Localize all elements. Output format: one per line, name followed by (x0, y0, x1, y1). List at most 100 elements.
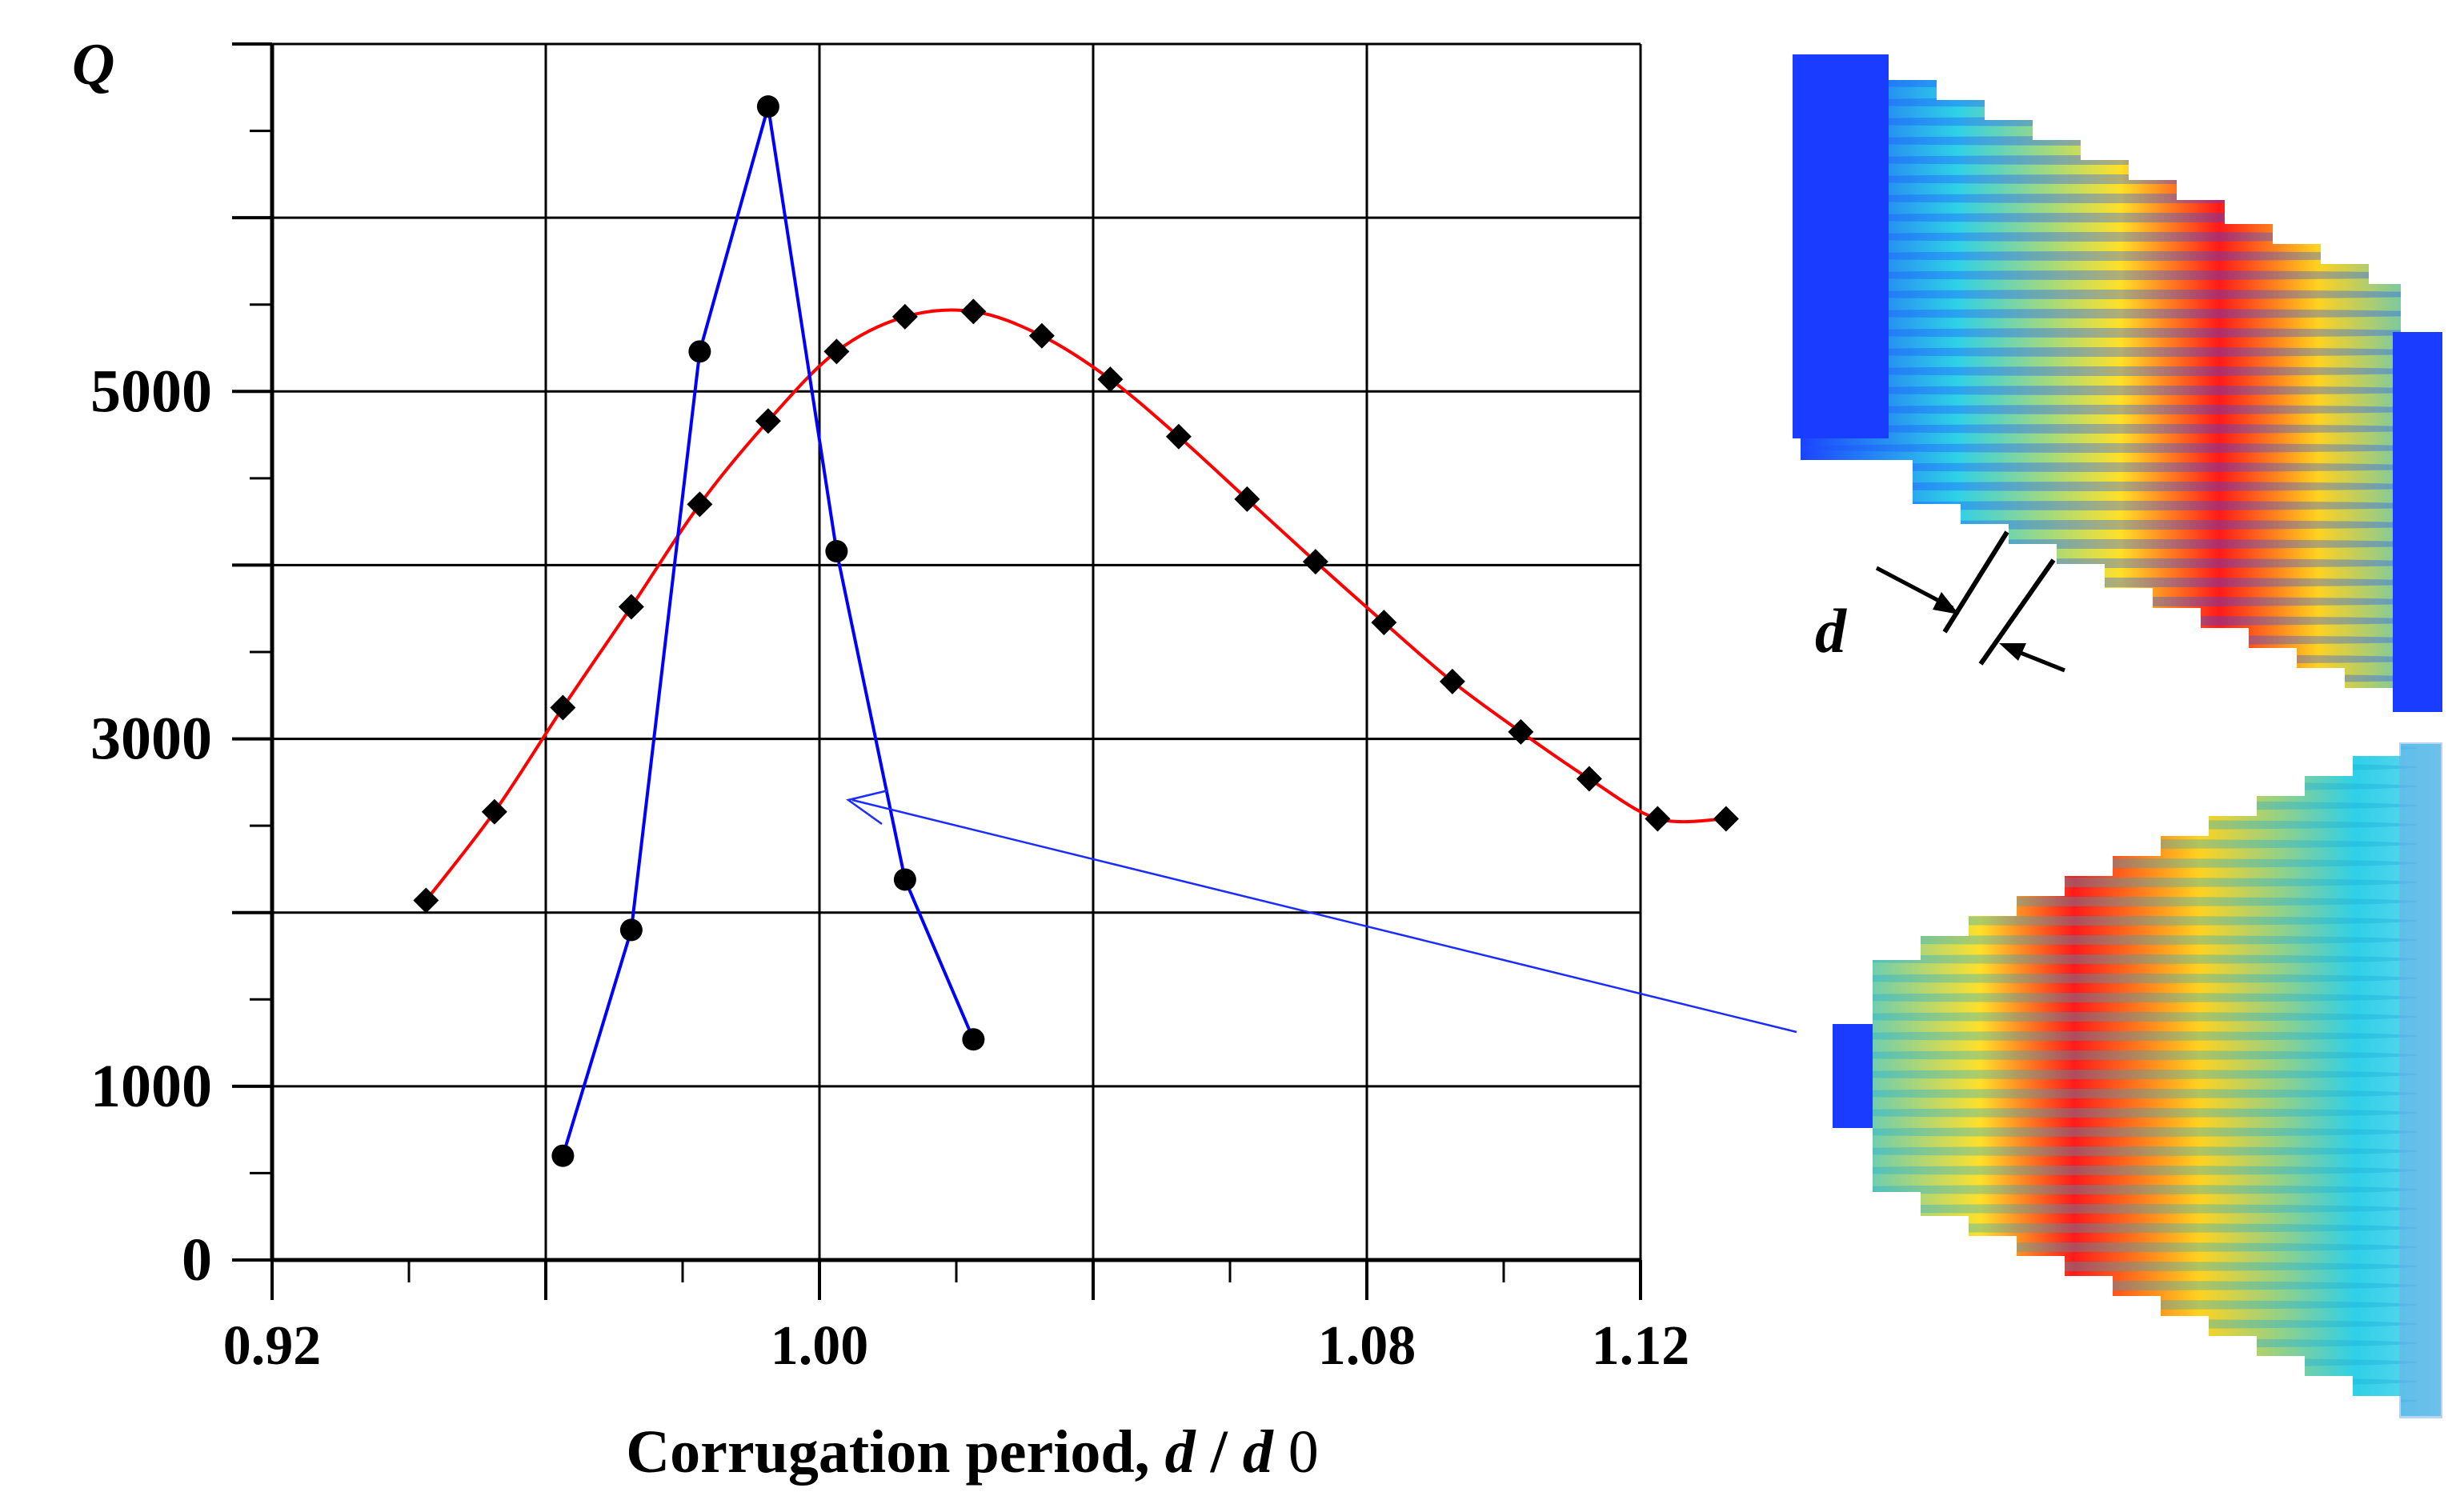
callout-arrowhead (846, 789, 889, 826)
x-axis-title-part-5: 0 (1273, 1418, 1319, 1486)
field-pattern-top (1785, 54, 2457, 722)
y-tick-label: 0 (182, 1226, 212, 1294)
field-stripe (1837, 1358, 2417, 1367)
y-tick-label: 1000 (90, 1053, 212, 1120)
x-axis-title: Corrugation period, d / d 0 (626, 1418, 1319, 1486)
data-point (618, 594, 644, 620)
field-stripe (1801, 405, 2441, 414)
period-dimension-marker: d (1815, 530, 2065, 673)
data-point (1508, 718, 1534, 745)
x-axis-title-part-3: / (1196, 1418, 1243, 1486)
field-stripe (1837, 1262, 2417, 1271)
field-stripe (1801, 347, 2441, 357)
field-stripe (1801, 597, 2441, 606)
y-tick-label: 5000 (90, 358, 212, 425)
field-stripe (1785, 712, 2457, 722)
field-stripe (1801, 539, 2441, 549)
field-stripe (1801, 309, 2441, 318)
x-axis-title-part-2: d (1165, 1418, 1196, 1486)
data-point (687, 491, 713, 518)
x-tick-label: 1.12 (1592, 1315, 1690, 1377)
data-point (1028, 322, 1055, 349)
field-stripe (1837, 1070, 2417, 1079)
data-point (1713, 806, 1739, 832)
field-stripe (1801, 558, 2441, 568)
field-stripe (1837, 1127, 2417, 1137)
data-point (893, 868, 916, 891)
field-stripe (1801, 290, 2441, 299)
field-stripe (1837, 1415, 2417, 1416)
y-tick-label: 3000 (90, 706, 212, 773)
data-point (1645, 806, 1671, 832)
x-tick-label: 1.08 (1318, 1315, 1416, 1377)
callout-arrow (846, 789, 1797, 1034)
field-stripe (1837, 1012, 2417, 1022)
period-label: d (1815, 596, 1847, 666)
field-stripe (1801, 462, 2441, 472)
field-stripe (1837, 858, 2417, 868)
field-stripe (1837, 820, 2417, 830)
tick-labels: 0 1000 3000 5000 0.92 1.00 1.08 1.12 (90, 358, 1689, 1377)
field-stripe (1801, 366, 2441, 376)
field-stripe (1837, 1185, 2417, 1194)
field-pattern-bottom (1833, 742, 2442, 1418)
field-stripe (1837, 1300, 2417, 1310)
field-stripe (1837, 1050, 2417, 1060)
data-point (1302, 549, 1328, 575)
series-red-line (424, 308, 1726, 902)
field-stripe (1837, 1319, 2417, 1329)
field-stripe (1837, 1108, 2417, 1118)
data-point (619, 918, 643, 942)
data-point (1439, 668, 1465, 694)
field-stripe (1837, 878, 2417, 887)
field-stripe (1801, 693, 2441, 702)
field-stripe (1837, 1204, 2417, 1214)
data-point (1576, 766, 1602, 792)
grid (272, 42, 1642, 1260)
field-stripe (1837, 1223, 2417, 1233)
data-point (413, 887, 439, 914)
field-stripe (1837, 1242, 2417, 1252)
field-stripe (1837, 782, 2417, 791)
field-stripe (1837, 1146, 2417, 1156)
field-stripe (1801, 520, 2441, 530)
field-stripe (1801, 654, 2441, 664)
field-stripe (1801, 674, 2441, 683)
field-stripe (1801, 578, 2441, 587)
x-tick-label: 1.00 (771, 1315, 869, 1377)
series-blue (551, 95, 985, 1167)
data-point (1371, 610, 1397, 636)
field-stripe (1801, 328, 2441, 338)
data-point (962, 1028, 985, 1051)
axes (232, 42, 1642, 1300)
series-group (413, 95, 1739, 1167)
field-stripe (1801, 386, 2441, 395)
field-stripe (1837, 954, 2417, 964)
data-point (960, 298, 987, 325)
data-point (1165, 423, 1192, 450)
field-stripe (1837, 993, 2417, 1002)
field-stripe (1837, 897, 2417, 906)
field-stripe (1837, 762, 2417, 772)
field-stripe (1837, 1281, 2417, 1290)
data-point (823, 338, 850, 365)
field-stripe (1801, 251, 2441, 261)
field-stripe (1837, 744, 2417, 753)
field-stripe (1837, 935, 2417, 945)
x-axis-title-part-4: d (1243, 1418, 1274, 1486)
y-axis-title: Q (72, 32, 114, 98)
field-stripe (1837, 1089, 2417, 1098)
field-stripe (1837, 974, 2417, 983)
field-stripe (1837, 1031, 2417, 1041)
arrowhead-right (1999, 643, 2026, 661)
x-axis-title-part-1: Corrugation period, (626, 1418, 1164, 1486)
field-stripe (1837, 1396, 2417, 1406)
data-point (551, 1144, 575, 1167)
data-point (891, 303, 918, 330)
x-tick-label: 0.92 (223, 1315, 322, 1377)
data-point (755, 408, 781, 434)
data-point (825, 540, 848, 563)
field-stripe (1801, 443, 2441, 453)
field-stripe (1801, 501, 2441, 510)
field-stripe (1801, 424, 2441, 434)
